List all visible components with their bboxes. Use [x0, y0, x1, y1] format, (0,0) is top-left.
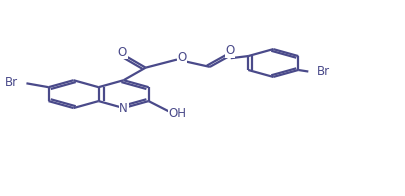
- Text: Br: Br: [4, 76, 17, 89]
- Text: Br: Br: [316, 65, 329, 78]
- Text: N: N: [119, 102, 128, 114]
- Text: O: O: [117, 46, 127, 59]
- Text: OH: OH: [168, 107, 186, 120]
- Text: O: O: [177, 51, 186, 64]
- Text: O: O: [225, 44, 234, 57]
